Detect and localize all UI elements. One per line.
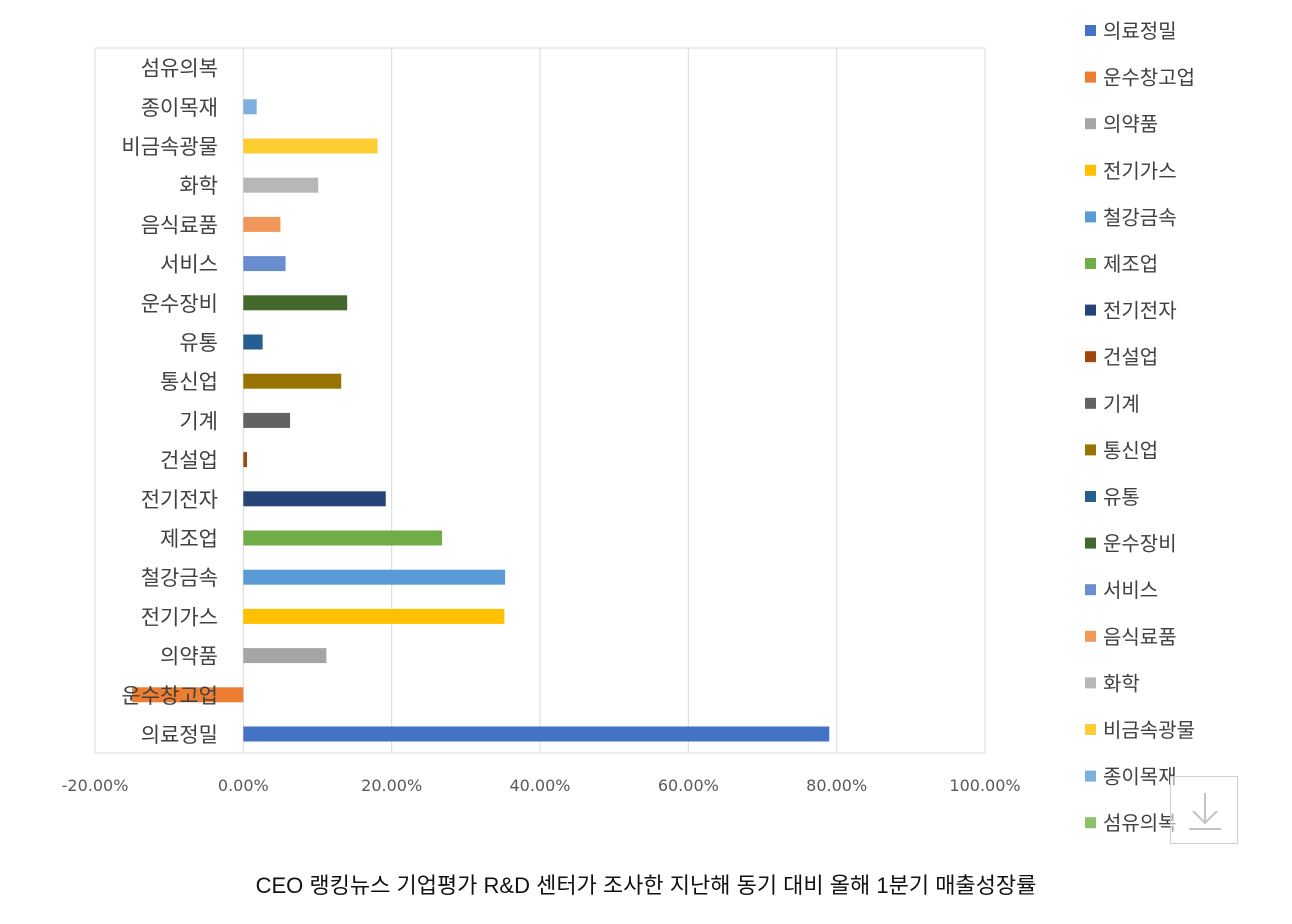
legend-swatch [1085,770,1096,782]
y-category-label: 의료정밀 [141,723,218,747]
y-category-label: 서비스 [160,253,218,277]
legend-swatch [1085,537,1096,549]
x-tick-label: 80.00% [806,776,867,795]
legend-label: 통신업 [1103,438,1158,462]
legend-label: 기계 [1103,392,1140,416]
x-tick-label: -20.00% [62,776,129,795]
y-category-label: 비금속광물 [121,135,218,159]
legend-swatch [1085,491,1096,502]
legend-swatch [1085,164,1096,176]
bar [243,452,248,468]
legend-swatch [1085,25,1096,36]
legend-label: 종이목재 [1103,765,1177,789]
x-tick-label: 60.00% [658,776,719,795]
y-category-label: 건설업 [160,449,218,473]
legend-swatch [1085,118,1096,130]
legend-swatch [1085,351,1096,363]
legend-swatch [1085,724,1096,735]
legend-swatch [1085,817,1096,829]
download-icon [1189,793,1221,830]
legend-swatch [1085,677,1096,689]
bar [132,687,244,703]
x-tick-label: 0.00% [218,776,269,795]
y-category-label: 제조업 [160,527,218,551]
y-category-label: 철강금속 [141,566,218,590]
legend-label: 의약품 [1103,112,1158,136]
x-tick-label: 20.00% [361,776,422,795]
legend-swatch [1085,584,1096,596]
legend-swatch [1085,258,1096,269]
bar [243,295,348,311]
y-category-label: 섬유의복 [141,57,218,81]
legend-swatch [1085,397,1096,409]
y-category-label: 전기가스 [141,605,218,629]
y-category-label: 종이목재 [141,96,218,120]
bar [243,648,327,664]
legend-label: 운수장비 [1103,532,1177,556]
bars [132,99,830,742]
legend-label: 건설업 [1103,345,1158,369]
legend-label: 운수창고업 [1103,66,1195,90]
y-category-label: 유통 [179,331,218,355]
bar [243,334,263,350]
legend-label: 전기가스 [1103,159,1177,183]
y-category-label: 화학 [179,174,218,198]
legend-label: 음식료품 [1103,625,1177,649]
legend-label: 서비스 [1103,578,1158,602]
bar [243,373,342,389]
legend-label: 제조업 [1103,252,1158,276]
bar [243,530,443,546]
y-category-label: 통신업 [160,370,218,394]
gridlines [242,48,838,753]
legend-label: 섬유의복 [1103,811,1177,835]
legend-label: 화학 [1103,671,1140,695]
bar-chart: -20.00% 0.00% 20.00% 40.00% 60.00% 80.00% 100.… [62,19,1195,835]
legend-swatch [1085,211,1096,223]
y-category-label: 의약품 [160,645,218,669]
y-category-label: 운수장비 [141,292,218,316]
legend-swatch [1085,71,1096,83]
x-axis-ticks: -20.00% 0.00% 20.00% 40.00% 60.00% 80.00% 100.… [62,776,1021,795]
bar [243,726,830,742]
bar [243,491,386,507]
x-tick-label: 100.00% [949,776,1020,795]
bar [243,99,257,115]
x-tick-label: 40.00% [509,776,570,795]
bar [243,177,319,193]
legend-label: 의료정밀 [1103,19,1177,43]
y-category-label: 전기전자 [141,488,218,512]
y-category-label: 음식료품 [141,213,218,237]
bar [243,256,286,272]
bar [243,412,291,428]
legend-label: 비금속광물 [1103,718,1195,742]
y-category-label: 운수창고업 [121,684,218,708]
download-button[interactable] [1170,776,1238,844]
legend: 의료정밀운수창고업의약품전기가스철강금속제조업전기전자건설업기계통신업유통운수장… [1085,19,1195,835]
y-axis-labels: 의료정밀 운수창고업 의약품 전기가스 철강금속 제조업 전기전자 건설업 기계 통신업 유통 운수장… [121,57,218,747]
legend-label: 철강금속 [1103,205,1177,229]
bar [243,138,378,154]
legend-swatch [1085,630,1096,642]
chart-caption: CEO 랭킹뉴스 기업평가 R&D 센터가 조사한 지난해 동기 대비 올해 1… [255,873,1037,898]
bar [243,608,505,624]
y-category-label: 기계 [179,409,218,433]
bar [243,216,281,232]
legend-swatch [1085,444,1096,456]
legend-label: 전기전자 [1103,299,1177,323]
legend-label: 유통 [1103,485,1140,509]
bar [243,569,506,585]
legend-swatch [1085,304,1096,316]
